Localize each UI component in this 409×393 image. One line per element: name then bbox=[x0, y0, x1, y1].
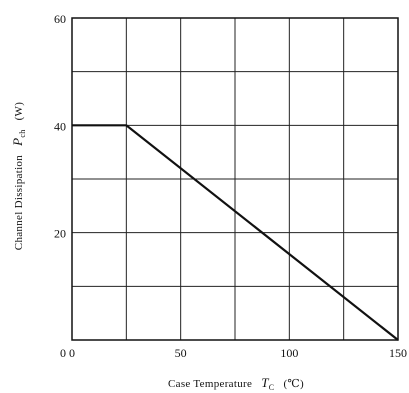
y-axis-label: Channel Dissipation Pch (W) bbox=[10, 102, 28, 250]
y-tick-label: 40 bbox=[54, 119, 66, 133]
derating-curve bbox=[72, 124, 399, 341]
x-axis-subscript: C bbox=[269, 383, 275, 392]
x-tick-label: 0 bbox=[69, 346, 75, 360]
tick-labels: 0 50 100 150 20 40 60 0 bbox=[54, 12, 407, 360]
x-axis-label-text: Case Temperature bbox=[168, 378, 252, 390]
y-tick-label: 20 bbox=[54, 227, 66, 241]
y-axis-unit: (W) bbox=[13, 102, 25, 121]
y-axis-label-text: Channel Dissipation bbox=[13, 155, 25, 250]
origin-tick-label: 0 bbox=[60, 346, 66, 360]
series-layer bbox=[72, 124, 399, 341]
y-axis-subscript: ch bbox=[18, 129, 27, 137]
x-axis-label: Case Temperature TC (℃) bbox=[168, 375, 304, 393]
plot-frame bbox=[71, 17, 399, 341]
x-axis-symbol: T bbox=[261, 375, 269, 390]
x-tick-label: 50 bbox=[175, 346, 187, 360]
y-axis-symbol: P bbox=[10, 138, 25, 147]
x-tick-label: 150 bbox=[389, 346, 407, 360]
grid-lines bbox=[71, 17, 399, 341]
x-axis-unit: (℃) bbox=[283, 378, 304, 390]
x-tick-label: 100 bbox=[280, 346, 298, 360]
y-tick-label: 60 bbox=[54, 12, 66, 26]
